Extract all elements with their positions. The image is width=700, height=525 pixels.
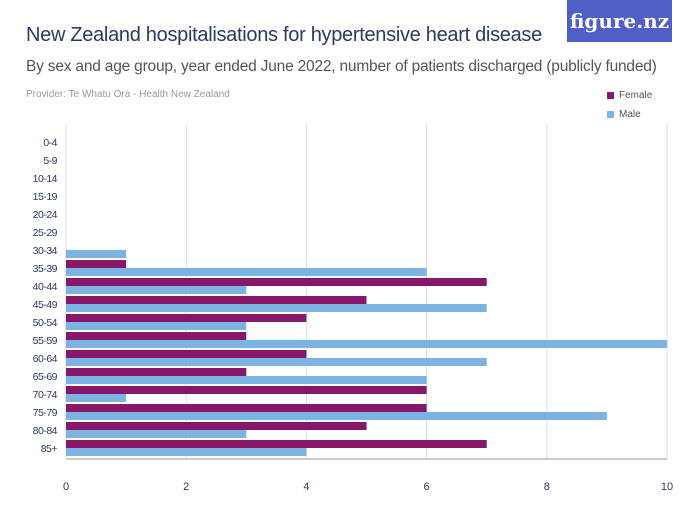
x-tick-label: 10 [661,481,673,493]
bar-female [66,440,487,448]
y-tick-label: 30-34 [33,245,58,257]
y-tick-label: 35-39 [33,263,58,275]
bar-male [66,448,307,456]
y-tick-label: 10-14 [33,173,58,185]
y-tick-label: 5-9 [43,155,57,167]
x-tick-label: 2 [183,481,189,493]
y-tick-label: 15-19 [33,191,58,203]
bar-male [66,376,427,384]
y-tick-label: 20-24 [33,209,58,221]
bar-male [66,268,427,276]
x-tick-label: 6 [424,481,430,493]
bar-male [66,304,487,312]
bar-female [66,350,307,358]
bar-male [66,430,247,438]
chart-subtitle: By sex and age group, year ended June 20… [26,58,657,75]
bar-male [66,322,247,330]
bar-male [66,250,127,258]
provider-note: Provider: Te Whatu Ora - Health New Zeal… [26,89,230,100]
y-tick-label: 0-4 [43,137,57,149]
y-tick-label: 40-44 [33,281,58,293]
x-tick-label: 8 [544,481,550,493]
y-tick-label: 55-59 [33,335,58,347]
figure-nz-logo[interactable]: figure.nz [567,0,672,42]
bar-female [66,332,247,340]
legend-male: Male [607,109,641,120]
bar-female [66,278,487,286]
bar-male [66,412,607,420]
y-tick-label: 25-29 [33,227,58,239]
bar-male [66,358,487,366]
y-tick-label: 65-69 [33,371,58,383]
y-tick-label: 75-79 [33,407,58,419]
bar-female [66,404,427,412]
x-tick-label: 0 [63,481,69,493]
y-tick-label: 70-74 [33,389,58,401]
x-tick-label: 4 [303,481,309,493]
legend-label: Male [619,109,641,120]
chart-title: New Zealand hospitalisations for hyperte… [26,24,542,46]
y-tick-label: 50-54 [33,317,58,329]
bar-female [66,386,427,394]
bar-male [66,286,247,294]
y-tick-label: 85+ [41,443,58,455]
legend-swatch [607,111,614,118]
bar-female [66,422,367,430]
bar-male [66,394,127,402]
legend-label: Female [619,90,653,101]
bar-male [66,340,667,348]
bar-female [66,260,127,268]
bar-female [66,314,307,322]
bar-female [66,296,367,304]
y-tick-label: 60-64 [33,353,58,365]
legend-female: Female [607,90,652,101]
legend-swatch [607,92,614,99]
bar-female [66,368,247,376]
y-tick-label: 80-84 [33,425,58,437]
y-tick-label: 45-49 [33,299,58,311]
